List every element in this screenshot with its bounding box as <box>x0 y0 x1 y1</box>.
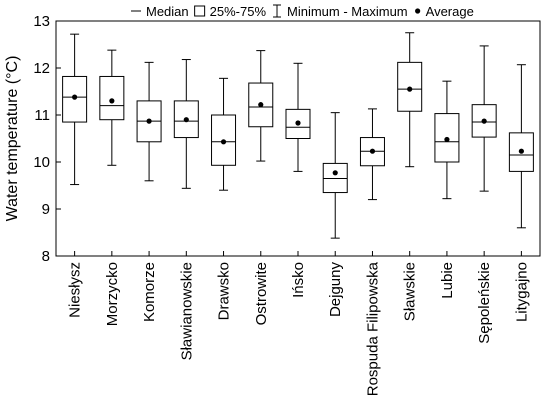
mean-point <box>258 102 264 108</box>
legend-label: Median <box>146 4 189 19</box>
legend-label: Average <box>426 4 474 19</box>
y-axis: 8 9 10 11 12 13 <box>33 13 61 265</box>
y-tick-label: 13 <box>33 13 50 30</box>
boxes <box>62 32 534 239</box>
category-label: Dejguny <box>327 262 344 318</box>
category-label: Lubie <box>439 262 456 299</box>
mean-point <box>332 170 338 176</box>
legend-item: 25%-75% <box>194 4 267 19</box>
box-group <box>397 32 423 168</box>
category-label: Litygajno <box>513 262 530 322</box>
category-label: Sławskie <box>402 262 419 321</box>
box-group <box>471 45 497 192</box>
category-label: Ostrowite <box>253 262 270 325</box>
category-label: Morzycko <box>104 262 121 326</box>
box-group <box>211 77 237 191</box>
mean-point <box>220 139 227 145</box>
legend-label: Minimum - Maximum <box>287 4 408 19</box>
legend-label: 25%-75% <box>210 4 267 19</box>
legend-item: Average <box>415 4 474 19</box>
box-group <box>62 33 88 186</box>
y-tick-label: 8 <box>42 248 50 265</box>
mean-point <box>146 118 152 124</box>
mean-point <box>444 136 450 143</box>
box-group <box>173 59 199 189</box>
legend: Median 25%-75% Minimum - Maximum Average <box>131 4 474 19</box>
y-tick-label: 12 <box>33 60 50 77</box>
box-group <box>136 61 162 182</box>
mean-point <box>369 148 376 154</box>
box-group <box>359 108 385 201</box>
y-tick-label: 9 <box>42 201 50 218</box>
y-tick-label: 11 <box>34 107 50 124</box>
mean-point <box>295 120 301 126</box>
legend-dot-icon <box>415 8 421 14</box>
box-group <box>434 80 460 200</box>
mean-point <box>481 118 487 124</box>
category-label: Sławianowskie <box>178 262 195 360</box>
box-iqr <box>99 75 125 121</box>
category-label: Drawsko <box>216 262 233 320</box>
mean-point <box>183 117 189 123</box>
box-group <box>99 49 125 166</box>
mean-point <box>109 98 115 104</box>
box-group <box>508 64 534 229</box>
mean-point <box>407 86 413 92</box>
legend-item: Minimum - Maximum <box>273 4 408 19</box>
y-tick-label: 10 <box>33 154 50 171</box>
category-label: Rospuda Filipowska <box>364 261 381 396</box>
x-axis: Niesłysz Morzycko Komorze Sławianowskie Draw… <box>67 251 530 396</box>
category-label: Sępoleńskie <box>476 262 493 344</box>
legend-box-icon <box>194 5 206 17</box>
box-group <box>248 50 274 162</box>
y-axis-title: Water temperature (°C) <box>4 56 21 222</box>
category-label: Niesłysz <box>67 262 84 318</box>
category-label: Ińsko <box>290 262 307 298</box>
category-label: Komorze <box>141 262 158 322</box>
mean-point <box>72 94 78 100</box>
box-group <box>285 62 311 172</box>
mean-point <box>518 148 524 154</box>
legend-item: Median <box>131 4 189 19</box>
box-group <box>322 112 348 239</box>
